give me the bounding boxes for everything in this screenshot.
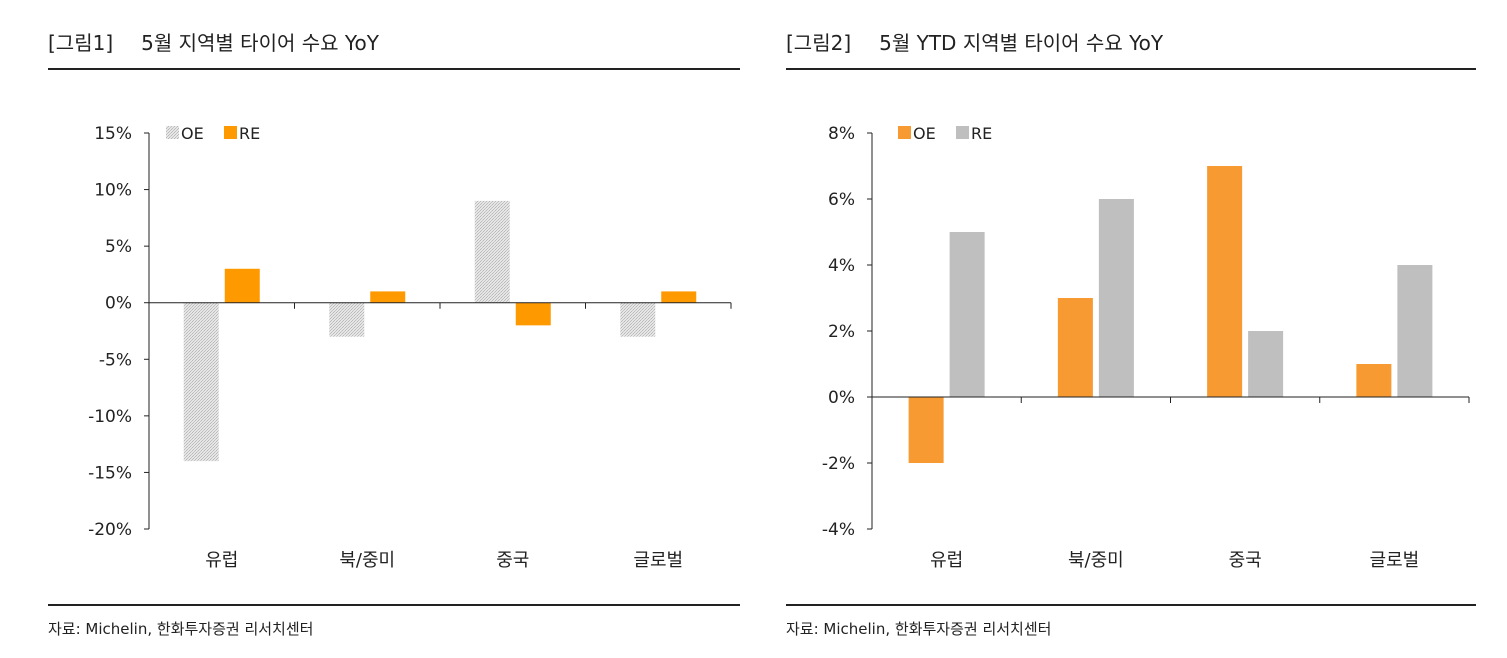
category-label: 북/중미 bbox=[339, 550, 395, 571]
bar-re-2 bbox=[1098, 199, 1134, 397]
bar-oe-4 bbox=[1356, 364, 1392, 397]
source-note: 자료: Michelin, 한화투자증권 리서치센터 bbox=[48, 620, 314, 638]
bar-oe-1 bbox=[183, 302, 219, 462]
legend-swatch-re bbox=[956, 126, 969, 139]
category-label: 글로벌 bbox=[1370, 550, 1420, 571]
legend-swatch-re bbox=[224, 126, 237, 139]
bottom-rule bbox=[48, 604, 740, 606]
y-tick-label: 5% bbox=[105, 237, 132, 257]
y-tick-label: -4% bbox=[822, 520, 855, 540]
top-rule bbox=[786, 68, 1476, 70]
bar-oe-4 bbox=[620, 302, 656, 337]
bar-oe-3 bbox=[474, 200, 510, 303]
figure-label: [그림1] bbox=[48, 31, 114, 55]
bar-re-1 bbox=[224, 268, 260, 303]
legend-label-oe: OE bbox=[181, 124, 204, 143]
bar-re-1 bbox=[949, 232, 985, 397]
bar-oe-2 bbox=[329, 302, 365, 337]
legend-label-re: RE bbox=[971, 124, 992, 143]
chart-2: 8% 6% 4% 2% 0% -2% -4% 유럽 북/중미 중국 글로벌 OE RE bbox=[822, 124, 1470, 571]
figure-label: [그림2] bbox=[786, 31, 852, 55]
y-tick-label: 6% bbox=[828, 190, 855, 210]
y-tick-label: 0% bbox=[105, 294, 132, 314]
category-label: 글로벌 bbox=[633, 550, 683, 571]
figure-title: [그림1] 5월 지역별 타이어 수요 YoY bbox=[48, 27, 379, 56]
y-tick-label: -5% bbox=[99, 350, 132, 370]
bar-re-4 bbox=[661, 291, 697, 303]
chart-title: 5월 YTD 지역별 타이어 수요 YoY bbox=[879, 31, 1164, 55]
y-tick-label: 0% bbox=[828, 388, 855, 408]
y-tick-label: -10% bbox=[88, 407, 132, 427]
legend-swatch-oe bbox=[898, 126, 911, 139]
y-tick-label: 2% bbox=[828, 322, 855, 342]
bar-oe-1 bbox=[908, 397, 944, 463]
source-note: 자료: Michelin, 한화투자증권 리서치센터 bbox=[786, 620, 1052, 638]
bar-re-2 bbox=[370, 291, 406, 303]
bar-re-3 bbox=[1248, 331, 1284, 397]
y-tick-label: 10% bbox=[94, 181, 132, 201]
y-tick-label: -15% bbox=[88, 463, 132, 483]
y-tick-label: -2% bbox=[822, 454, 855, 474]
legend-swatch-oe bbox=[166, 126, 179, 139]
category-label: 유럽 bbox=[205, 550, 238, 571]
figure-title: [그림2] 5월 YTD 지역별 타이어 수요 YoY bbox=[786, 27, 1163, 56]
bar-oe-3 bbox=[1207, 166, 1243, 397]
chart-title: 5월 지역별 타이어 수요 YoY bbox=[141, 31, 379, 55]
y-tick-label: 15% bbox=[94, 124, 132, 144]
category-label: 유럽 bbox=[930, 550, 963, 571]
figure-panel-1: [그림1] 5월 지역별 타이어 수요 YoY 15% 10% 5% 0% -5% -10%… bbox=[48, 0, 740, 658]
top-rule bbox=[48, 68, 740, 70]
legend-label-oe: OE bbox=[913, 124, 936, 143]
y-tick-label: 4% bbox=[828, 256, 855, 276]
category-label: 북/중미 bbox=[1068, 550, 1124, 571]
category-label: 중국 bbox=[496, 550, 529, 571]
legend-label-re: RE bbox=[239, 124, 260, 143]
y-tick-label: 8% bbox=[828, 124, 855, 144]
category-label: 중국 bbox=[1229, 550, 1262, 571]
bar-re-3 bbox=[515, 302, 551, 326]
figure-panel-2: [그림2] 5월 YTD 지역별 타이어 수요 YoY 8% 6% 4% 2% 0% -2%… bbox=[786, 0, 1476, 658]
y-tick-label: -20% bbox=[88, 520, 132, 540]
bar-oe-2 bbox=[1057, 298, 1093, 397]
bottom-rule bbox=[786, 604, 1476, 606]
chart-1: 15% 10% 5% 0% -5% -10% -15% -20% 유럽 북/중미 중국 글로벌 OE RE bbox=[88, 124, 732, 571]
bar-re-4 bbox=[1397, 265, 1433, 397]
